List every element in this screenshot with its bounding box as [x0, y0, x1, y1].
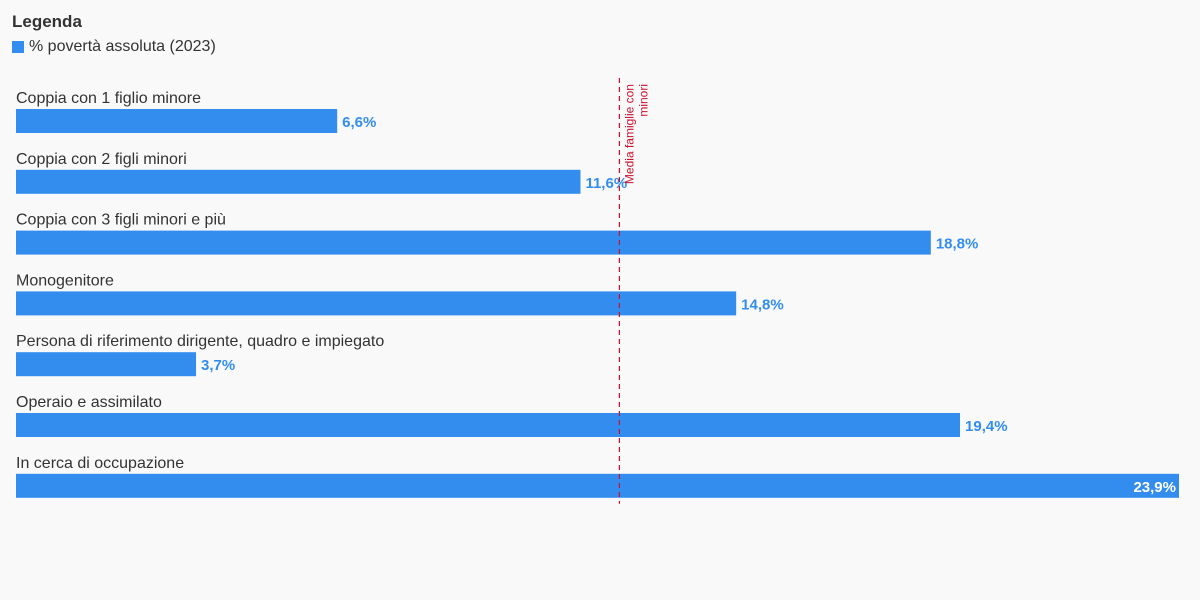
- value-label: 6,6%: [342, 114, 376, 131]
- bar: [16, 352, 197, 377]
- category-label: Monogenitore: [16, 272, 114, 289]
- category-label: Operaio e assimilato: [16, 394, 162, 411]
- value-label: 19,4%: [965, 418, 1008, 435]
- bar: [16, 109, 338, 133]
- bar: [16, 169, 581, 194]
- category-label: Coppia con 1 figlio minore: [16, 90, 201, 107]
- category-label: In cerca di occupazione: [16, 455, 184, 472]
- category-label: Coppia con 2 figli minori: [16, 151, 187, 168]
- value-label: 18,8%: [936, 236, 979, 253]
- value-label: 14,8%: [741, 296, 784, 313]
- category-label: Coppia con 3 figli minori e più: [16, 212, 226, 229]
- bar: [16, 230, 931, 255]
- legend: Legenda % povertà assoluta (2023): [12, 12, 216, 56]
- bar: [16, 473, 1179, 498]
- legend-entry: % povertà assoluta (2023): [12, 38, 216, 56]
- bar: [16, 291, 737, 316]
- legend-entry-label: % povertà assoluta (2023): [29, 38, 216, 55]
- value-label: 11,6%: [585, 175, 627, 192]
- legend-swatch: [12, 41, 24, 53]
- reference-line-label: Media famiglie con minori: [622, 84, 650, 184]
- bar: [16, 413, 961, 437]
- value-label: 23,9%: [1133, 479, 1176, 496]
- value-label: 3,7%: [201, 357, 235, 374]
- legend-title: Legenda: [12, 12, 82, 31]
- reference-line-label-text: Media famiglie con: [622, 84, 636, 184]
- reference-line-label-text: minori: [636, 84, 650, 117]
- category-label: Persona di riferimento dirigente, quadro…: [16, 333, 384, 350]
